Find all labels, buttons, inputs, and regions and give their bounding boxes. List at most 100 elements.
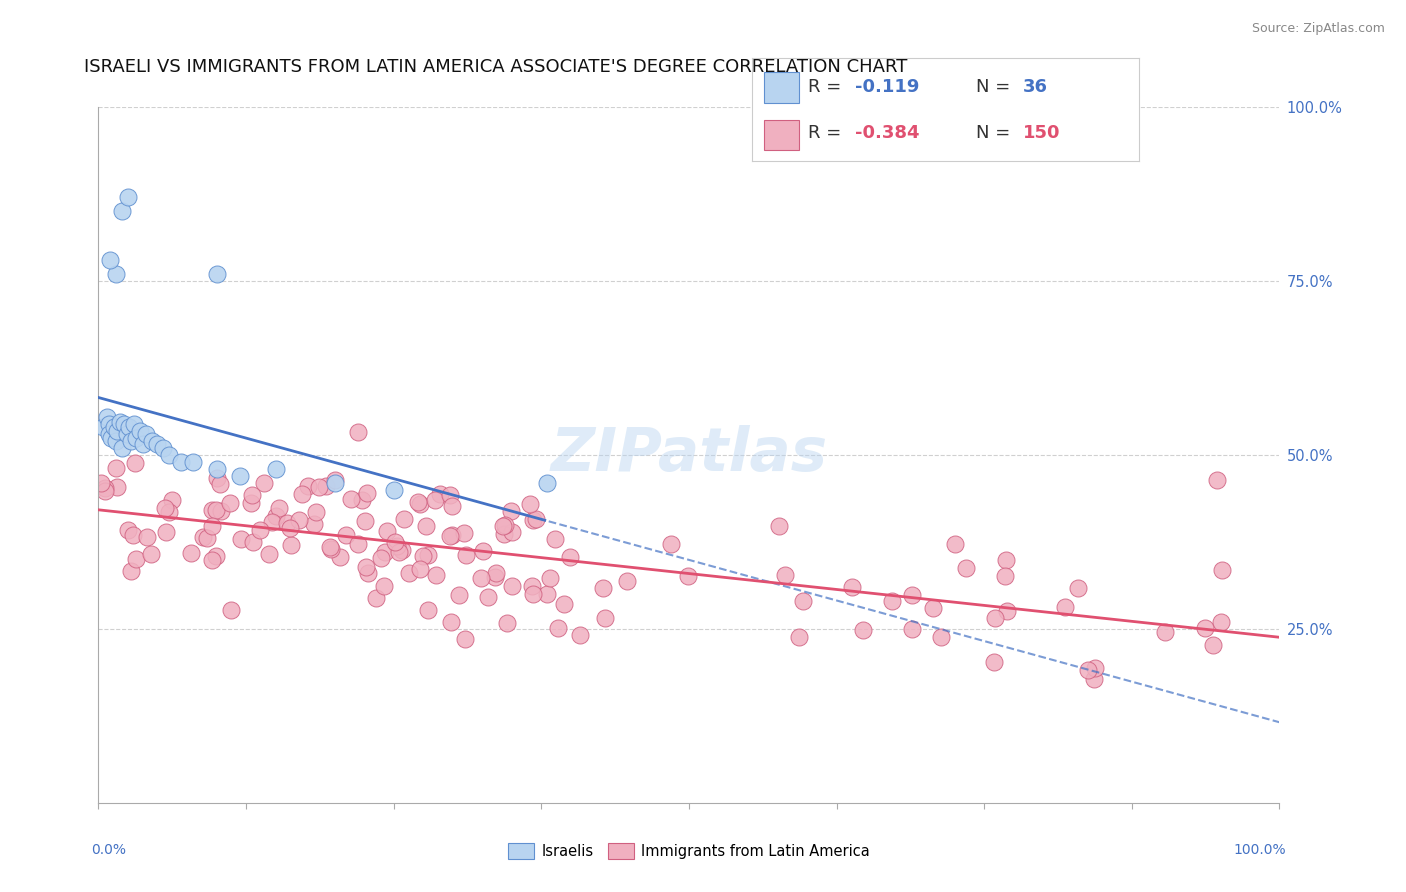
Point (484, 570, 506, 584)
Point (921, 601, 943, 615)
Point (205, 462, 228, 476)
Point (470, 571, 492, 585)
Point (321, 542, 343, 557)
Point (425, 567, 447, 582)
Point (136, 531, 159, 545)
Point (205, 267, 228, 281)
Point (339, 491, 361, 506)
Point (384, 534, 406, 549)
Point (160, 492, 183, 507)
Point (841, 580, 863, 594)
Point (592, 581, 614, 595)
Point (439, 488, 461, 502)
Point (454, 632, 477, 647)
Point (429, 487, 451, 501)
Point (208, 476, 231, 491)
Point (262, 515, 284, 529)
Point (112, 417, 135, 431)
Point (195, 531, 218, 545)
Point (547, 621, 569, 635)
Point (408, 494, 430, 508)
Point (291, 487, 314, 501)
Point (205, 471, 228, 485)
Point (494, 517, 516, 532)
Point (121, 528, 143, 542)
Point (382, 483, 405, 497)
Point (409, 562, 432, 576)
Point (319, 540, 342, 554)
Point (117, 523, 139, 537)
Point (501, 579, 523, 593)
Point (553, 597, 575, 611)
Point (90, 475, 112, 490)
Point (347, 425, 370, 439)
Point (280, 538, 302, 552)
Point (524, 511, 547, 525)
Point (536, 587, 558, 601)
Legend: Israelis, Immigrants from Latin America: Israelis, Immigrants from Latin America (502, 838, 876, 865)
Point (440, 615, 463, 629)
Point (357, 566, 380, 580)
Point (288, 513, 311, 527)
Point (616, 574, 638, 589)
Point (453, 525, 475, 540)
Point (253, 476, 276, 491)
Point (439, 528, 461, 542)
Point (536, 475, 558, 490)
Point (929, 631, 952, 645)
Point (257, 547, 280, 561)
Point (768, 519, 790, 533)
Point (104, 461, 127, 475)
Point (180, 546, 202, 560)
Point (181, 455, 204, 469)
Point (415, 519, 437, 533)
Point (354, 514, 377, 528)
Point (128, 424, 150, 438)
Point (157, 448, 180, 462)
Point (201, 503, 224, 517)
Text: N =: N = (977, 78, 1017, 95)
Point (792, 593, 814, 607)
Point (1067, 581, 1090, 595)
Point (375, 524, 398, 538)
Point (201, 553, 224, 567)
Point (1084, 661, 1107, 675)
Point (155, 524, 177, 539)
Point (135, 427, 157, 442)
Point (412, 549, 434, 563)
Point (91, 420, 114, 434)
Point (385, 539, 408, 553)
Point (1211, 563, 1233, 577)
Point (100, 430, 122, 444)
Point (485, 566, 508, 581)
Text: 0.0%: 0.0% (91, 843, 127, 857)
Point (219, 603, 242, 617)
Point (995, 552, 1018, 566)
Point (356, 486, 378, 500)
Point (676, 569, 699, 583)
Point (98, 417, 121, 431)
Text: 150: 150 (1024, 124, 1060, 142)
Point (209, 503, 232, 517)
Point (501, 525, 523, 540)
Point (995, 603, 1018, 617)
Point (901, 588, 924, 602)
Text: 36: 36 (1024, 78, 1047, 95)
Point (305, 505, 328, 519)
Point (98, 253, 121, 268)
Point (1083, 672, 1105, 686)
Text: 100.0%: 100.0% (1234, 843, 1286, 857)
Point (352, 493, 374, 508)
Point (152, 441, 174, 455)
Point (111, 204, 134, 219)
Text: N =: N = (977, 124, 1017, 142)
Point (264, 462, 287, 476)
Point (499, 504, 522, 518)
Point (105, 480, 128, 494)
Point (1202, 638, 1225, 652)
Point (440, 499, 463, 513)
Text: ISRAELI VS IMMIGRANTS FROM LATIN AMERICA ASSOCIATE'S DEGREE CORRELATION CHART: ISRAELI VS IMMIGRANTS FROM LATIN AMERICA… (84, 58, 908, 76)
Point (105, 424, 128, 438)
Point (425, 493, 447, 508)
Point (456, 548, 478, 562)
